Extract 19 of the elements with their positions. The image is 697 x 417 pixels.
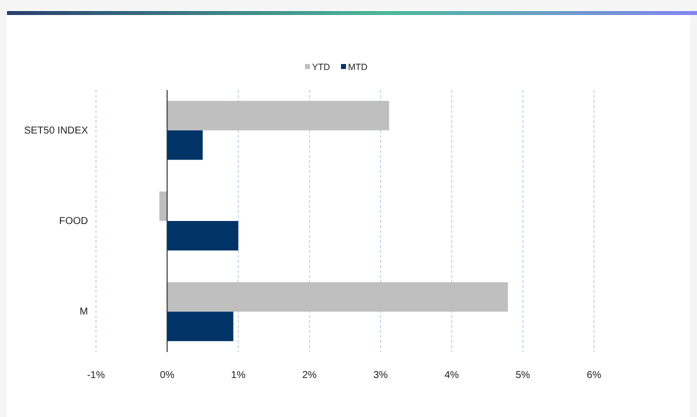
x-tick-label: 3% xyxy=(373,370,388,381)
legend-label: MTD xyxy=(348,62,368,72)
y-tick-label: SET50 INDEX xyxy=(24,125,88,136)
bar xyxy=(159,192,168,221)
y-tick-label: M xyxy=(80,306,88,318)
legend-label: YTD xyxy=(312,62,330,72)
x-tick-label: 4% xyxy=(444,370,460,381)
x-tick-label: 6% xyxy=(586,370,602,381)
x-tick-label: 5% xyxy=(516,370,530,381)
bar xyxy=(167,312,234,342)
bar xyxy=(167,100,390,130)
bar xyxy=(167,221,238,250)
bar xyxy=(167,130,203,160)
x-tick-label: -1% xyxy=(87,370,105,381)
x-tick-label: 1% xyxy=(231,370,246,381)
y-tick-label: FOOD xyxy=(59,216,88,227)
x-tick-label: 0% xyxy=(160,370,174,381)
bar xyxy=(167,282,508,312)
x-tick-label: 2% xyxy=(302,370,317,381)
